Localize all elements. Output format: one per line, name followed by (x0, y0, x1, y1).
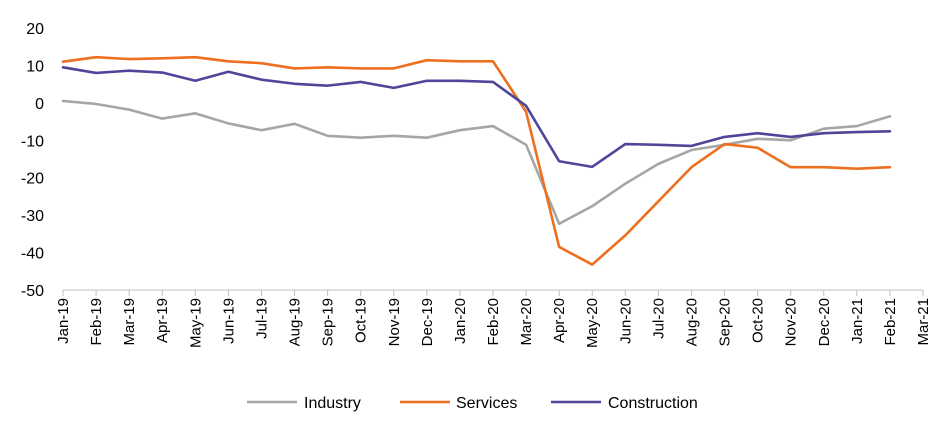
y-tick-label: -40 (21, 246, 44, 263)
series-lines (61, 55, 892, 266)
x-tick-label: Sep-20 (717, 298, 734, 346)
x-tick-label: May-19 (187, 298, 204, 348)
y-tick-label: -10 (21, 133, 44, 150)
x-tick-label: Feb-20 (485, 298, 502, 346)
x-tick-label: Mar-20 (518, 298, 535, 346)
x-tick-label: Nov-20 (783, 298, 800, 346)
x-tick-label: Oct-20 (750, 298, 767, 343)
x-tick-label: Jan-19 (55, 298, 72, 344)
y-tick-label: -50 (21, 283, 44, 300)
x-tick-label: Jun-19 (220, 298, 237, 344)
legend-label-construction: Construction (608, 395, 698, 412)
x-tick-label: Mar-19 (121, 298, 138, 346)
x-tick-label: Dec-19 (419, 298, 436, 346)
x-tick-label: Dec-20 (816, 298, 833, 346)
x-tick-label: Aug-19 (287, 298, 304, 346)
x-tick-label: Jan-21 (849, 298, 866, 344)
y-tick-label: -30 (21, 208, 44, 225)
x-tick-label: Jun-20 (617, 298, 634, 344)
x-tick-label: Jul-19 (253, 298, 270, 339)
x-tick-label: May-20 (584, 298, 601, 348)
y-tick-label: -20 (21, 171, 44, 188)
x-tick-label: Apr-19 (154, 298, 171, 343)
legend-label-services: Services (456, 395, 517, 412)
legend: Industry Services Construction (247, 395, 698, 412)
x-tick-label: Mar-21 (915, 298, 932, 346)
series-line-construction (61, 66, 892, 169)
y-axis: 20 10 0 -10 -20 -30 -40 -50 (21, 21, 44, 300)
x-tick-label: Aug-20 (683, 298, 700, 346)
x-tick-label: Jan-20 (452, 298, 469, 344)
x-tick-label: Apr-20 (551, 298, 568, 343)
x-tick-label: Feb-21 (882, 298, 899, 346)
x-tick-label: Sep-19 (320, 298, 337, 346)
x-tick-label: Oct-19 (353, 298, 370, 343)
series-line-industry (61, 99, 892, 226)
y-tick-label: 20 (26, 21, 44, 38)
x-tick-label: Jul-20 (650, 298, 667, 339)
x-tick-label: Feb-19 (88, 298, 105, 346)
x-tick-label: Nov-19 (386, 298, 403, 346)
legend-label-industry: Industry (304, 395, 361, 412)
y-tick-label: 10 (26, 58, 44, 75)
x-axis: Jan-19 Feb-19 Mar-19 Apr-19 May-19 Jun-19 Jul-… (55, 289, 932, 348)
y-tick-label: 0 (35, 96, 44, 113)
series-line-services (61, 55, 892, 266)
